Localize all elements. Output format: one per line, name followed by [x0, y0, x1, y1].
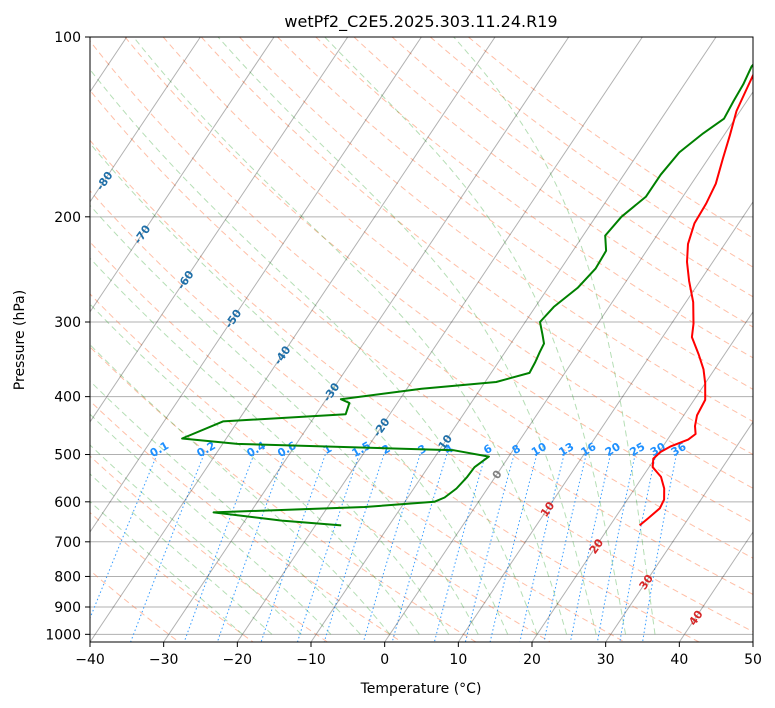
y-tick-label: 1000 — [45, 627, 81, 643]
moist-adiabat — [90, 257, 450, 635]
isotherm-line — [90, 37, 275, 313]
x-tick-label: −40 — [75, 652, 105, 668]
isotherm-line — [90, 37, 349, 423]
mixing-ratio-line — [362, 454, 421, 642]
isotherm-line — [90, 37, 496, 642]
isotherm-line — [310, 37, 717, 642]
dry-adiabat — [162, 37, 753, 489]
isotherms — [90, 37, 753, 642]
mixing-ratio-line — [183, 454, 255, 642]
mixing-ratio-line — [464, 454, 515, 642]
y-tick-label: 800 — [54, 569, 81, 585]
moist-adiabat — [90, 500, 243, 635]
moist-adiabat — [90, 473, 273, 635]
y-tick-label: 100 — [54, 30, 81, 46]
series-lines — [181, 63, 753, 527]
x-tick-label: 0 — [380, 652, 389, 668]
isotherm-line — [236, 37, 643, 642]
dry-adiabat — [90, 190, 700, 642]
mixing-ratio-line — [130, 454, 205, 642]
mixing-ratio-line — [323, 454, 385, 642]
isotherm-line — [678, 531, 753, 642]
moist-adiabat — [90, 343, 391, 635]
dry-adiabat — [90, 241, 625, 642]
moist-adiabat — [324, 37, 626, 635]
dry-adiabats — [90, 37, 753, 642]
y-tick-label: 400 — [54, 390, 81, 406]
isotherm-line — [457, 200, 753, 642]
y-axis: 100 200 300 400 500 600 700 800 900 1000 — [45, 30, 90, 643]
x-tick-label: 10 — [449, 652, 467, 668]
mixing-ratio-line — [297, 454, 360, 642]
dry-adiabat — [90, 40, 753, 559]
y-tick-label: 700 — [54, 535, 81, 551]
mixing-ratio-line — [391, 454, 448, 642]
dry-adiabat — [124, 37, 753, 524]
x-tick-label: −10 — [296, 652, 326, 668]
x-tick-label: 40 — [670, 652, 688, 668]
dry-adiabat — [315, 37, 753, 359]
x-tick-label: 30 — [597, 652, 615, 668]
dry-adiabat — [90, 455, 328, 642]
dry-adiabat — [90, 346, 477, 642]
plot-area: -100-90-80-70-60-50-40-30-20-10010203040… — [90, 37, 753, 642]
plot-frame — [89, 36, 754, 643]
y-tick-label: 900 — [54, 600, 81, 616]
mixing-ratio-line — [569, 454, 611, 642]
mixing-ratio-line — [216, 454, 286, 642]
y-tick-label: 200 — [54, 210, 81, 226]
x-tick-label: −20 — [223, 652, 253, 668]
dry-adiabat — [90, 293, 551, 642]
isotherm-line — [605, 421, 753, 642]
moist-adiabat — [90, 303, 420, 635]
isotherm-line — [90, 37, 422, 533]
chart-title: wetPf2_C2E5.2025.303.11.24.R19 — [284, 12, 557, 32]
temperature-line — [638, 73, 753, 527]
mixing-ratio-line — [260, 454, 326, 642]
x-tick-label: 20 — [523, 652, 541, 668]
isotherm-line — [531, 311, 753, 642]
isotherm-line — [384, 90, 753, 642]
moist-adiabat — [90, 413, 332, 635]
moist-adiabat — [90, 380, 361, 635]
isotherm-line — [90, 37, 201, 203]
mixing-ratio-line — [543, 454, 587, 642]
mixing-ratio-lines — [90, 454, 677, 642]
x-tick-label: 50 — [744, 652, 762, 668]
mixing-ratio-line — [519, 454, 565, 642]
dry-adiabat — [277, 37, 753, 390]
mixing-ratio-line — [90, 454, 158, 620]
moist-adiabat — [217, 37, 597, 635]
y-tick-label: 300 — [54, 315, 81, 331]
moist-adiabat — [133, 37, 568, 635]
dry-adiabat — [429, 37, 753, 268]
moist-adiabat — [90, 444, 302, 635]
dry-adiabat — [353, 37, 753, 328]
mixing-ratio-line — [433, 454, 486, 642]
moist-adiabat — [90, 204, 479, 635]
moist-adiabats — [90, 37, 656, 635]
isotherm-line — [163, 37, 570, 642]
x-axis: −40 −30 −20 −10 0 10 20 30 40 50 — [75, 642, 762, 668]
dry-adiabat — [90, 139, 753, 633]
dry-adiabat — [90, 89, 753, 595]
dry-adiabat — [468, 37, 753, 239]
x-tick-label: −30 — [149, 652, 179, 668]
x-axis-label: Temperature (°C) — [360, 681, 482, 697]
dewpoint-line — [181, 63, 753, 527]
mixing-ratio-line — [489, 454, 538, 642]
dry-adiabat — [200, 37, 753, 456]
y-tick-label: 600 — [54, 495, 81, 511]
dry-adiabat — [90, 400, 402, 642]
dry-adiabat — [239, 37, 753, 423]
y-tick-label: 500 — [54, 448, 81, 464]
y-axis-label: Pressure (hPa) — [12, 290, 28, 390]
